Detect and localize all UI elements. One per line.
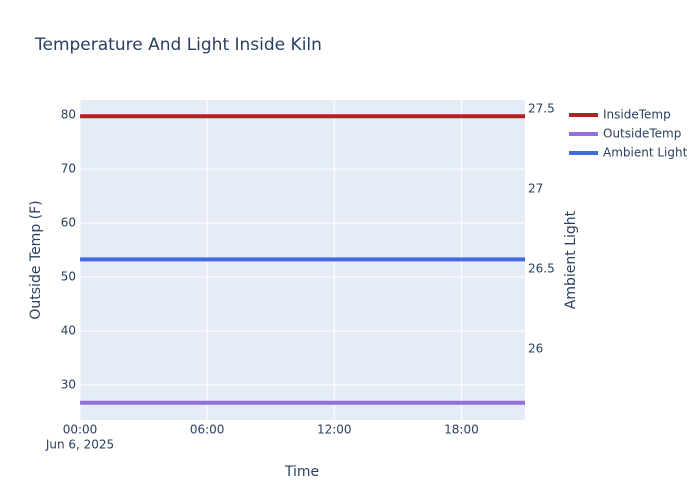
legend-label: InsideTemp bbox=[603, 108, 671, 122]
y2-tick-label: 26 bbox=[528, 341, 543, 355]
x-tick-sublabel: Jun 6, 2025 bbox=[45, 438, 114, 452]
y2-axis-title: Ambient Light bbox=[563, 210, 579, 309]
y-tick-label: 30 bbox=[61, 377, 76, 391]
y-tick-label: 60 bbox=[61, 216, 76, 230]
y2-tick-label: 26.5 bbox=[528, 261, 555, 275]
y2-tick-label: 27 bbox=[528, 181, 543, 195]
y-tick-label: 70 bbox=[61, 162, 76, 176]
x-axis-title: Time bbox=[284, 464, 319, 480]
legend-label: Ambient Light bbox=[603, 146, 688, 160]
x-tick-label: 12:00 bbox=[317, 423, 352, 437]
legend-label: OutsideTemp bbox=[603, 127, 681, 141]
y-tick-label: 80 bbox=[61, 108, 76, 122]
x-tick-label: 06:00 bbox=[190, 423, 225, 437]
y-tick-label: 50 bbox=[61, 269, 76, 283]
x-tick-label: 00:00 bbox=[63, 423, 98, 437]
chart-title: Temperature And Light Inside Kiln bbox=[34, 35, 322, 55]
x-tick-label: 18:00 bbox=[444, 423, 479, 437]
y-tick-label: 40 bbox=[61, 323, 76, 337]
y-axis-title: Outside Temp (F) bbox=[28, 200, 44, 319]
y2-tick-label: 27.5 bbox=[528, 101, 555, 115]
